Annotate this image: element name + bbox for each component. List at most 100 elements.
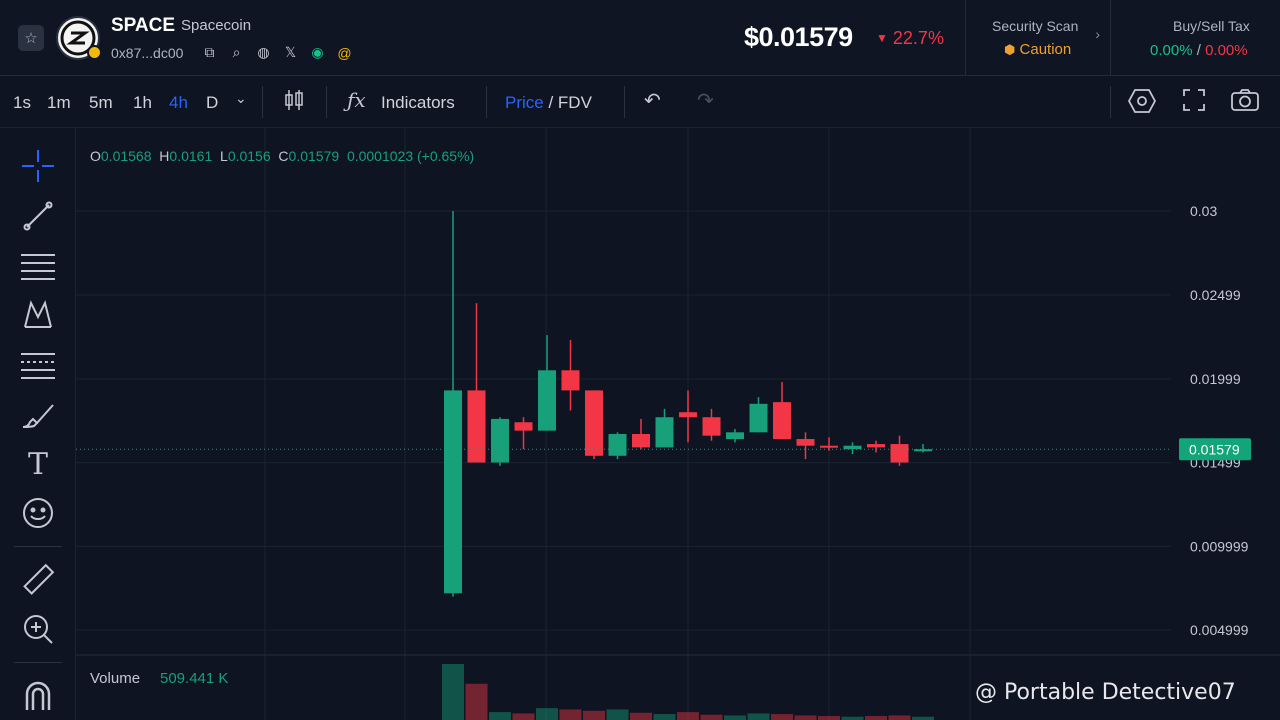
search-x-icon[interactable]: ⌕ [232, 44, 241, 60]
trend-line-icon[interactable] [18, 196, 58, 236]
candle-body [890, 444, 909, 463]
chain-badge-icon [87, 45, 102, 60]
candle-body [608, 433, 627, 456]
caution-label: Caution [1019, 41, 1072, 58]
volume-bar [465, 683, 488, 720]
indicators-button[interactable]: Indicators [381, 93, 455, 112]
price-tick-label: 0.01999 [1190, 371, 1241, 387]
ruler-icon[interactable] [18, 560, 58, 600]
timeframe-1s[interactable]: 1s [13, 93, 31, 112]
text-tool-icon[interactable]: T [27, 446, 48, 482]
volume-bar [841, 716, 864, 720]
candle-body [585, 390, 603, 456]
timeframe-5m[interactable]: 5m [89, 93, 113, 112]
ohlc-legend: O0.01568 H0.0161 L0.0156 C0.01579 0.0001… [90, 148, 474, 164]
crosshair-icon[interactable] [18, 146, 58, 186]
candle-body [726, 432, 744, 440]
toolbar-divider [14, 546, 62, 547]
candle-body [702, 417, 721, 436]
volume-bar [489, 712, 511, 720]
favorite-star-icon[interactable]: ☆ [18, 25, 44, 51]
change-value: 0.0001023 (+0.65%) [346, 148, 475, 164]
tax-title: Buy/Sell Tax [1173, 18, 1250, 34]
toolbar-divider [624, 86, 625, 118]
volume-bar [677, 712, 699, 720]
spacecoin-logo-icon [60, 20, 96, 56]
price-option[interactable]: Price [505, 93, 544, 112]
pattern-icon[interactable] [18, 295, 58, 335]
candle-body [749, 403, 768, 433]
emoji-icon[interactable] [18, 493, 58, 533]
candle-body [679, 412, 697, 418]
token-header: ☆ SPACE Spacecoin 0x87...dc00 ⧉ ⌕ ◍ 𝕏 ◉ … [0, 0, 1280, 76]
timeframe-4h[interactable]: 4h [169, 93, 188, 112]
volume-bar [653, 714, 676, 720]
volume-bar [512, 713, 535, 720]
zoom-in-icon[interactable] [18, 609, 58, 649]
price-tick-label: 0.02499 [1190, 287, 1241, 303]
volume-bar [771, 714, 793, 720]
candle-body [467, 390, 486, 463]
volume-bar [583, 710, 605, 720]
camera-icon[interactable] [1230, 88, 1260, 118]
volume-bar [724, 715, 746, 720]
token-logo [56, 16, 102, 60]
candle-body [867, 444, 885, 448]
candle-body [843, 445, 862, 450]
token-name: Spacecoin [181, 17, 252, 34]
security-scan-status: ⬢ Caution [1004, 41, 1071, 58]
redo-icon[interactable]: ↷ [697, 90, 714, 112]
timeframe-1m[interactable]: 1m [47, 93, 71, 112]
fdv-option[interactable]: FDV [557, 93, 592, 112]
magnet-icon[interactable] [18, 676, 58, 716]
candle-body [796, 439, 815, 446]
fib-levels-icon[interactable] [18, 345, 58, 385]
toolbar-divider [486, 86, 487, 118]
chart-background [76, 128, 1280, 720]
copy-icon[interactable]: ⧉ [204, 44, 215, 60]
fullscreen-icon[interactable] [1182, 88, 1206, 118]
settings-hexagon-icon[interactable] [1127, 88, 1157, 120]
undo-icon[interactable]: ↶ [644, 90, 661, 112]
security-scan-button[interactable]: Security Scan ⬢ Caution › [965, 0, 1111, 76]
brush-icon[interactable] [18, 395, 58, 435]
x-twitter-icon[interactable]: 𝕏 [284, 44, 297, 60]
low-value: 0.0156 [227, 148, 271, 164]
globe-icon[interactable]: ◍ [257, 44, 270, 60]
candle-body [632, 433, 650, 448]
price-tick-label: 0.004999 [1190, 622, 1249, 638]
buy-tax: 0.00% [1150, 42, 1193, 59]
volume-bar [794, 715, 817, 720]
toolbar-divider [14, 662, 62, 663]
candles-type-icon[interactable] [283, 88, 305, 118]
security-scan-title: Security Scan [992, 18, 1079, 34]
token-symbol: SPACE [111, 15, 176, 36]
volume-label: Volume [90, 670, 141, 687]
price-tick-label: 0.03 [1190, 203, 1217, 219]
volume-value: 509.441 K [160, 670, 229, 687]
current-price: $0.01579 [744, 22, 853, 52]
volume-bar [747, 713, 770, 720]
volume-bar [442, 664, 464, 720]
token-links: ⧉ ⌕ ◍ 𝕏 ◉ @ [200, 43, 354, 62]
timeframe-d[interactable]: D [206, 93, 219, 112]
timeframe-1h[interactable]: 1h [133, 93, 152, 112]
function-fx-icon[interactable]: ƒx [347, 88, 366, 112]
last-price-tag [1179, 438, 1251, 461]
at-icon[interactable]: @ [337, 44, 352, 61]
price-fdv-toggle[interactable]: Price / FDV [505, 93, 592, 113]
horizontal-lines-icon[interactable] [18, 246, 58, 286]
chevron-down-icon[interactable]: ⌄ [235, 90, 247, 106]
watermark-text: @ Portable Detective07 [975, 680, 1236, 705]
tax-separator: / [1192, 42, 1206, 59]
volume-bar [888, 715, 911, 720]
price-chart[interactable]: 0.030.024990.019990.014990.0099990.00499… [76, 128, 1280, 720]
low-key: L [220, 148, 228, 164]
toolbar-divider [326, 86, 327, 118]
sell-tax: 0.00% [1205, 42, 1248, 59]
signal-icon[interactable]: ◉ [311, 44, 324, 60]
candle-body [820, 445, 838, 448]
price-tick-label: 0.009999 [1190, 538, 1249, 554]
chevron-right-icon: › [1095, 26, 1100, 42]
volume-bar [912, 716, 934, 720]
